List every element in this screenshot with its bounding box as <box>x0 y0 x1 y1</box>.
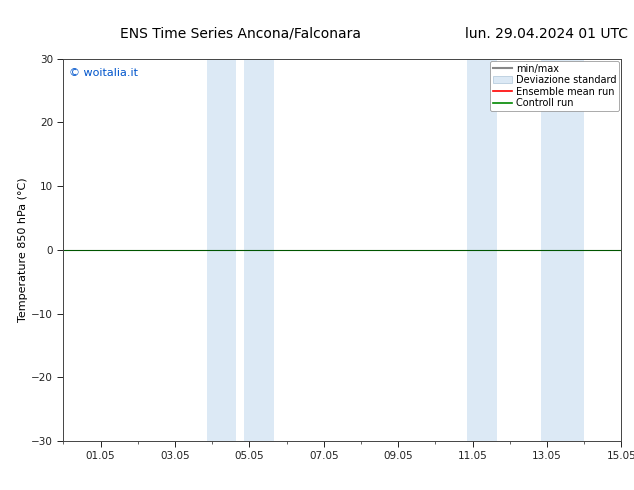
Y-axis label: Temperature 850 hPa (°C): Temperature 850 hPa (°C) <box>18 177 29 322</box>
Bar <box>541 59 584 441</box>
Text: ENS Time Series Ancona/Falconara: ENS Time Series Ancona/Falconara <box>120 27 361 41</box>
Bar <box>244 59 273 441</box>
Text: © woitalia.it: © woitalia.it <box>69 69 138 78</box>
Text: lun. 29.04.2024 01 UTC: lun. 29.04.2024 01 UTC <box>465 27 628 41</box>
Bar <box>467 59 496 441</box>
Legend: min/max, Deviazione standard, Ensemble mean run, Controll run: min/max, Deviazione standard, Ensemble m… <box>489 61 619 111</box>
Bar <box>207 59 236 441</box>
